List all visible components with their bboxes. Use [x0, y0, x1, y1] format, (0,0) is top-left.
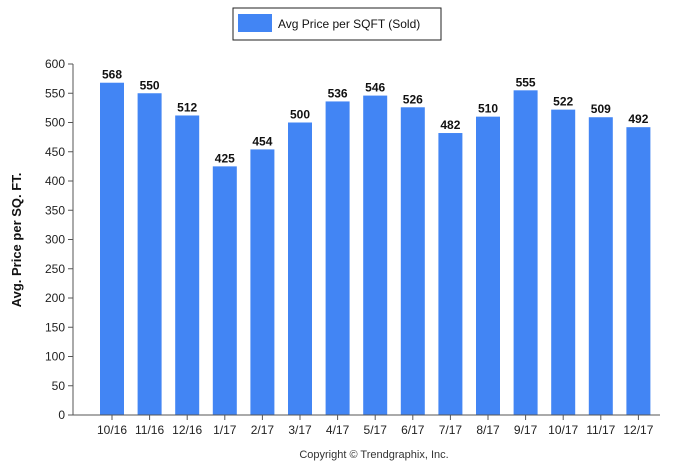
- bar-value-label: 522: [553, 95, 573, 109]
- x-tick-label: 7/17: [439, 423, 463, 437]
- y-tick-label: 300: [45, 233, 65, 247]
- bars: [100, 82, 651, 416]
- y-tick-label: 50: [52, 379, 66, 393]
- bar: [325, 101, 350, 415]
- x-tick-label: 10/16: [97, 423, 127, 437]
- bar: [626, 127, 651, 416]
- bar-value-label: 482: [440, 118, 460, 132]
- legend: Avg Price per SQFT (Sold): [232, 7, 442, 41]
- bar-value-label: 492: [628, 112, 648, 126]
- y-tick-label: 500: [45, 116, 65, 130]
- bar: [137, 93, 162, 415]
- x-tick-label: 6/17: [401, 423, 425, 437]
- y-tick-label: 250: [45, 262, 65, 276]
- bar-value-label: 510: [478, 102, 498, 116]
- bar: [363, 95, 388, 415]
- y-tick-label: 450: [45, 145, 65, 159]
- bar-value-label: 536: [328, 86, 348, 100]
- x-tick-label: 11/16: [135, 423, 164, 437]
- x-tick-label: 9/17: [514, 423, 538, 437]
- bar: [288, 122, 312, 415]
- bar: [588, 117, 613, 416]
- bar-value-label: 526: [403, 92, 423, 106]
- x-tick-label: 4/17: [326, 423, 350, 437]
- bar-value-label: 509: [591, 102, 611, 116]
- bar: [476, 116, 500, 416]
- y-tick-label: 600: [45, 57, 65, 71]
- bar-value-label: 546: [365, 81, 385, 95]
- bar-value-label: 500: [290, 108, 310, 122]
- bar: [250, 149, 275, 415]
- bar: [100, 82, 124, 415]
- x-tick-label: 5/17: [364, 423, 388, 437]
- x-tick-label: 8/17: [476, 423, 500, 437]
- x-axis: 10/16 11/16 12/16 1/17 2/17 3/17 4/17 5/17 6/17 7…: [97, 415, 654, 437]
- x-tick-label: 2/17: [251, 423, 275, 437]
- bar: [212, 166, 237, 415]
- y-tick-label: 400: [45, 174, 65, 188]
- x-tick-label: 12/16: [172, 423, 202, 437]
- y-tick-label: 200: [45, 291, 65, 305]
- y-tick-label: 150: [45, 320, 65, 334]
- bar: [551, 109, 576, 415]
- x-tick-label: 10/17: [548, 423, 578, 437]
- y-axis-title: Avg. Price per SQ. FT.: [9, 173, 24, 308]
- bar: [175, 115, 200, 415]
- bar-value-label: 555: [516, 75, 536, 89]
- bar: [400, 107, 425, 415]
- bar-value-label: 512: [177, 100, 197, 114]
- x-tick-label: 12/17: [623, 423, 653, 437]
- x-tick-label: 3/17: [288, 423, 312, 437]
- y-tick-label: 550: [45, 86, 65, 100]
- bar-value-label: 550: [140, 78, 160, 92]
- copyright-text: Copyright © Trendgraphix, Inc.: [299, 449, 448, 461]
- x-tick-label: 11/17: [586, 423, 615, 437]
- legend-label: Avg Price per SQFT (Sold): [278, 17, 420, 31]
- bar-value-label: 454: [252, 134, 272, 148]
- x-tick-label: 1/17: [213, 423, 237, 437]
- y-tick-label: 0: [58, 408, 65, 422]
- y-tick-label: 350: [45, 203, 65, 217]
- legend-swatch: [238, 14, 272, 32]
- data-labels: 568 550 512 425 454 500 536 546 526 482 510 555 522 5…: [102, 68, 649, 166]
- bar: [513, 90, 538, 415]
- y-tick-label: 100: [45, 350, 65, 364]
- bar-value-label: 425: [215, 151, 235, 165]
- y-axis: 0 50 100 150 200 250 300 350 400 450 500 550 600: [45, 57, 73, 422]
- bar-value-label: 568: [102, 68, 122, 82]
- bar: [438, 133, 463, 415]
